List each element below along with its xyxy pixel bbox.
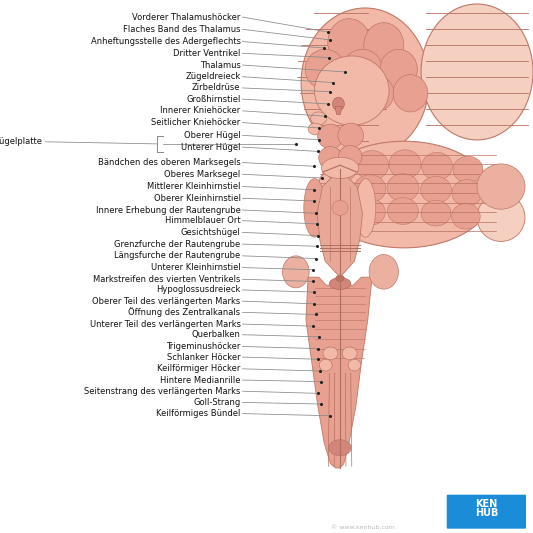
Ellipse shape: [387, 198, 418, 224]
Ellipse shape: [380, 50, 417, 90]
Ellipse shape: [387, 174, 419, 201]
Text: Unterer Teil des verlängerten Marks: Unterer Teil des verlängerten Marks: [90, 320, 240, 328]
Text: Markstreifen des vierten Ventrikels: Markstreifen des vierten Ventrikels: [93, 275, 240, 284]
Ellipse shape: [308, 123, 323, 135]
Ellipse shape: [389, 150, 421, 179]
Ellipse shape: [316, 141, 492, 248]
Polygon shape: [317, 169, 362, 277]
Ellipse shape: [329, 278, 351, 289]
Ellipse shape: [333, 97, 344, 111]
Text: Oberes Marksegel: Oberes Marksegel: [164, 170, 240, 179]
Ellipse shape: [451, 204, 480, 229]
Polygon shape: [306, 277, 372, 468]
Ellipse shape: [421, 176, 451, 203]
Text: HUB: HUB: [475, 508, 498, 518]
Ellipse shape: [304, 179, 325, 237]
Ellipse shape: [421, 4, 533, 140]
Text: Grenzfurche der Rautengrube: Grenzfurche der Rautengrube: [114, 240, 240, 248]
Ellipse shape: [323, 75, 359, 111]
Text: Keilförmiges Bündel: Keilförmiges Bündel: [156, 409, 240, 418]
Text: Thalamus: Thalamus: [200, 61, 240, 69]
Polygon shape: [335, 107, 342, 115]
Ellipse shape: [325, 154, 357, 182]
Text: Oberer Teil des verlängerten Marks: Oberer Teil des verlängerten Marks: [92, 297, 240, 305]
Text: Zügeldreieck: Zügeldreieck: [185, 72, 240, 81]
Ellipse shape: [421, 200, 451, 226]
Ellipse shape: [324, 177, 354, 204]
Text: Innerer Kniehöcker: Innerer Kniehöcker: [160, 107, 240, 115]
Ellipse shape: [354, 199, 385, 225]
Ellipse shape: [452, 180, 482, 206]
Text: Oberer Hügel: Oberer Hügel: [184, 131, 240, 140]
Ellipse shape: [332, 200, 348, 215]
Ellipse shape: [305, 50, 345, 90]
Text: Seitlicher Kniehöcker: Seitlicher Kniehöcker: [151, 118, 240, 127]
Text: Flaches Band des Thalamus: Flaches Band des Thalamus: [123, 25, 240, 34]
Ellipse shape: [453, 156, 483, 183]
Text: Unterer Kleinhirnstiel: Unterer Kleinhirnstiel: [151, 263, 240, 272]
Text: Hintere Medianrille: Hintere Medianrille: [160, 376, 240, 384]
Ellipse shape: [318, 124, 343, 149]
Text: Schlanker Höcker: Schlanker Höcker: [167, 353, 240, 361]
Ellipse shape: [477, 193, 525, 241]
Ellipse shape: [477, 164, 525, 209]
Ellipse shape: [342, 347, 357, 360]
Text: Querbalken: Querbalken: [192, 330, 240, 339]
Text: Innere Erhebung der Rautengrube: Innere Erhebung der Rautengrube: [95, 206, 240, 214]
Ellipse shape: [369, 255, 399, 289]
Text: Hypoglossusdreieck: Hypoglossusdreieck: [156, 286, 240, 294]
FancyBboxPatch shape: [447, 495, 526, 529]
Ellipse shape: [358, 75, 394, 111]
Text: Oberer Kleinhirnstiel: Oberer Kleinhirnstiel: [154, 194, 240, 203]
Text: Vierhügelplatte: Vierhügelplatte: [0, 138, 43, 146]
Text: Bändchen des oberen Marksegels: Bändchen des oberen Marksegels: [98, 158, 240, 167]
Ellipse shape: [319, 359, 332, 371]
Ellipse shape: [364, 23, 404, 68]
Text: Zirbeldrüse: Zirbeldrüse: [192, 84, 240, 92]
Text: Dritter Ventrikel: Dritter Ventrikel: [173, 49, 240, 58]
Ellipse shape: [321, 157, 359, 179]
Ellipse shape: [282, 256, 309, 288]
Text: Längsfurche der Rautengrube: Längsfurche der Rautengrube: [114, 252, 240, 260]
Ellipse shape: [338, 146, 362, 168]
Text: Goll-Strang: Goll-Strang: [193, 398, 240, 407]
Text: Trigeminushöcker: Trigeminushöcker: [166, 342, 240, 351]
Text: Keilförmiger Höcker: Keilförmiger Höcker: [157, 365, 240, 373]
Ellipse shape: [354, 175, 386, 203]
Ellipse shape: [311, 112, 327, 125]
Text: Öffnung des Zentralkanals: Öffnung des Zentralkanals: [128, 308, 240, 317]
Ellipse shape: [422, 152, 453, 180]
Text: Vorderer Thalamushöcker: Vorderer Thalamushöcker: [132, 13, 240, 21]
Ellipse shape: [348, 359, 361, 371]
Ellipse shape: [393, 75, 427, 112]
Text: Unterer Hügel: Unterer Hügel: [181, 143, 240, 151]
Ellipse shape: [336, 275, 344, 281]
Text: Mittlerer Kleinhirnstiel: Mittlerer Kleinhirnstiel: [147, 182, 240, 191]
Ellipse shape: [323, 347, 338, 360]
Text: Himmelblauer Ort: Himmelblauer Ort: [165, 216, 240, 225]
Ellipse shape: [328, 19, 370, 67]
Ellipse shape: [338, 123, 364, 148]
Text: Anheftungsstelle des Adergeflechts: Anheftungsstelle des Adergeflechts: [91, 37, 240, 46]
Text: Großhirnstiel: Großhirnstiel: [186, 95, 240, 103]
Ellipse shape: [356, 179, 376, 237]
Ellipse shape: [356, 150, 389, 180]
Ellipse shape: [301, 8, 429, 157]
Text: KEN: KEN: [475, 499, 498, 508]
Text: Gesichtshügel: Gesichtshügel: [181, 228, 240, 237]
Ellipse shape: [314, 56, 389, 125]
Text: © www.kenhub.com: © www.kenhub.com: [330, 525, 394, 530]
Text: Seitenstrang des verlängerten Marks: Seitenstrang des verlängerten Marks: [84, 387, 240, 395]
Ellipse shape: [342, 50, 383, 90]
Ellipse shape: [329, 440, 351, 456]
Ellipse shape: [319, 147, 342, 169]
Ellipse shape: [324, 201, 354, 227]
